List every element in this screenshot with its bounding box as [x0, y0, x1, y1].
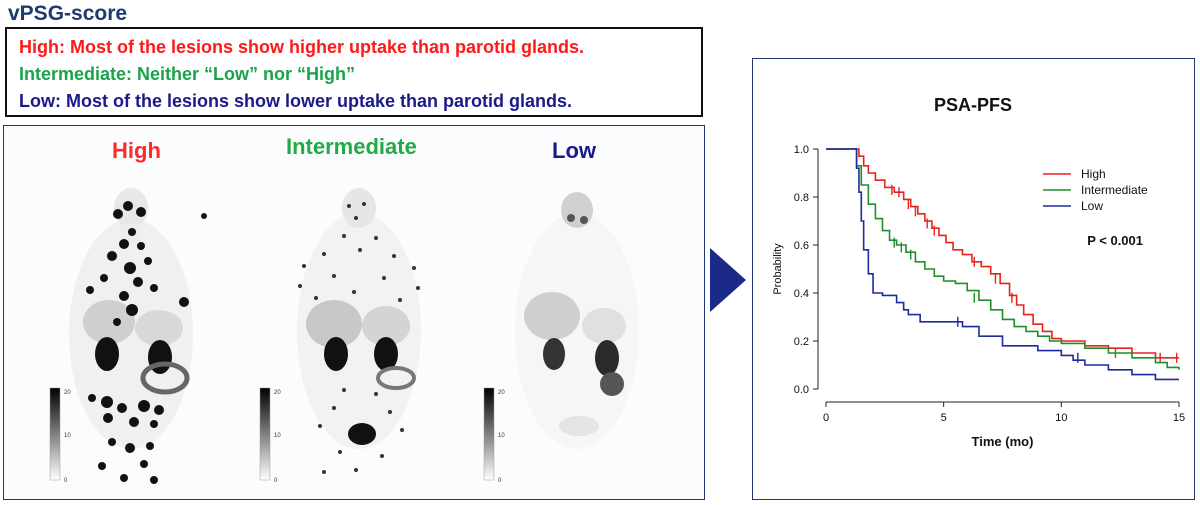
- legend-label-intermediate: Intermediate: [1081, 183, 1148, 197]
- scale-low-mid: 10: [498, 433, 505, 439]
- y-tick-label: 0.2: [794, 336, 809, 348]
- scan-high-image: 20 10 0: [49, 188, 207, 484]
- y-axis-label: Probability: [772, 243, 784, 295]
- y-tick-label: 0.8: [794, 192, 809, 204]
- pet-scans: 20 10 0: [49, 188, 639, 484]
- y-tick-label: 1.0: [794, 144, 809, 156]
- y-tick-label: 0.6: [794, 240, 809, 252]
- definition-high: High: Most of the lesions show higher up…: [19, 37, 585, 57]
- scan-label-high: High: [112, 138, 161, 163]
- scale-low-max: 20: [498, 390, 505, 396]
- scale-low-min: 0: [498, 478, 502, 484]
- scan-label-low: Low: [552, 138, 596, 163]
- km-line-high: [826, 148, 1179, 359]
- x-axis-label: Time (mo): [972, 434, 1034, 449]
- km-line-low: [826, 148, 1179, 381]
- chart-title: PSA-PFS: [934, 95, 1012, 115]
- figure-title: vPSG-score: [8, 2, 128, 25]
- definition-intermediate: Intermediate: Neither “Low” nor “High”: [19, 64, 356, 84]
- x-tick-label: 5: [941, 412, 947, 424]
- scale-high-max: 20: [64, 390, 71, 396]
- definition-low: Low: Most of the lesions show lower upta…: [19, 91, 573, 111]
- scan-low-image: 20 10 0: [483, 192, 639, 484]
- scale-high-mid: 10: [64, 433, 71, 439]
- y-tick-label: 0.4: [794, 288, 809, 300]
- km-chart-panel: PSA-PFS Probability Time (mo) P < 0.001 …: [752, 58, 1195, 500]
- scale-high-min: 0: [64, 478, 68, 484]
- x-tick-label: 15: [1173, 412, 1185, 424]
- km-line-intermediate: [826, 148, 1180, 370]
- y-tick-label: 0.0: [794, 384, 809, 396]
- legend-label-low: Low: [1081, 199, 1103, 213]
- legend-label-high: High: [1081, 167, 1106, 181]
- scale-intermediate-mid: 10: [274, 433, 281, 439]
- x-tick-label: 10: [1055, 412, 1067, 424]
- definition-box: High: Most of the lesions show higher up…: [5, 27, 703, 117]
- scale-intermediate-min: 0: [274, 478, 278, 484]
- scan-intermediate-image: 20 10 0: [259, 188, 421, 484]
- scale-intermediate-max: 20: [274, 390, 281, 396]
- x-tick-label: 0: [823, 412, 829, 424]
- arrow-icon: [710, 248, 746, 312]
- p-value-annotation: P < 0.001: [1087, 233, 1143, 248]
- scan-label-intermediate: Intermediate: [286, 134, 417, 159]
- km-chart: PSA-PFS Probability Time (mo) P < 0.001 …: [772, 95, 1185, 449]
- pet-image-panel: High Intermediate Low: [3, 125, 705, 500]
